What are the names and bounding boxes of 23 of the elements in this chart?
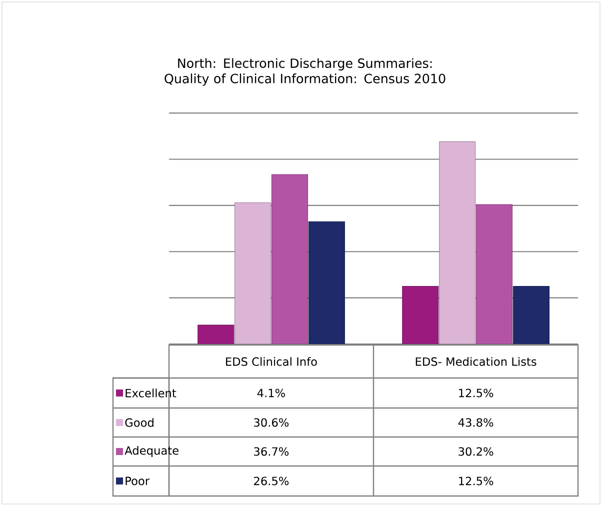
x-tick-label: EDS Clinical Info: [226, 357, 317, 366]
bar: [439, 141, 476, 344]
legend-label: Adequate: [124, 446, 178, 457]
bar: [512, 286, 550, 344]
bar: [198, 324, 234, 344]
legend-label: Good: [125, 418, 154, 427]
data-label: 26.5%: [254, 476, 289, 486]
x-tick-label: EDS- Medication Lists: [416, 357, 536, 366]
data-label: 36.7%: [254, 447, 289, 456]
bar: [476, 204, 513, 344]
bar: [234, 202, 272, 344]
data-label: 4.1%: [257, 388, 285, 398]
bar: [402, 286, 439, 344]
data-label: 12.5%: [459, 388, 494, 398]
bar: [308, 221, 345, 344]
data-label: 30.6%: [254, 418, 289, 427]
data-label: 30.2%: [458, 447, 494, 456]
chart-title: North: Electronic Discharge Summaries: Quality of Clinical Information: Census 2010: [164, 58, 446, 86]
legend-label: Poor: [126, 476, 150, 486]
data-label: 12.5%: [459, 476, 494, 486]
data-label: 43.8%: [458, 418, 494, 427]
legend-label: Excellent: [126, 388, 176, 398]
bar: [271, 174, 308, 344]
